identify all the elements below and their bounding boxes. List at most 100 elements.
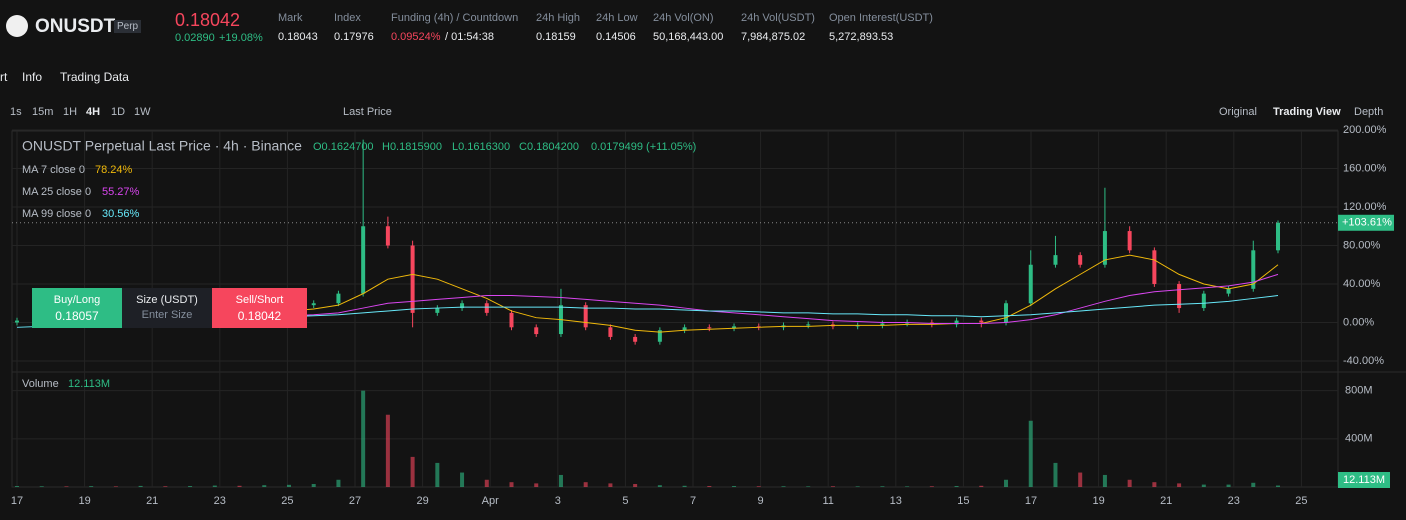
candle-body <box>509 312 514 328</box>
candle-body <box>385 226 390 246</box>
candle-body <box>732 326 737 329</box>
interval[interactable]: 1D <box>111 106 126 118</box>
x-tick-label: 15 <box>957 495 969 507</box>
volume-bar <box>830 486 835 487</box>
candle-body <box>1152 250 1157 284</box>
volume-bar <box>534 483 539 487</box>
sell-label: Sell/Short <box>235 294 284 306</box>
buy-label: Buy/Long <box>53 294 101 306</box>
buy-button[interactable]: Buy/Long 0.18057 <box>32 288 122 328</box>
volume-bar <box>460 472 465 487</box>
last-price-label: +103.61% <box>1342 217 1392 229</box>
volume-bar <box>336 479 341 487</box>
sell-button[interactable]: Sell/Short 0.18042 <box>212 288 307 328</box>
sell-price: 0.18042 <box>237 309 282 323</box>
buy-price: 0.18057 <box>55 309 99 323</box>
volume-bar <box>1201 484 1206 487</box>
stat-label: 24h Low <box>596 12 638 24</box>
change: 0.02890 <box>175 32 215 44</box>
stat-value: 0.14506 <box>596 31 636 43</box>
ma-label: MA 7 close 0 <box>22 164 85 176</box>
candle-body <box>1102 231 1107 265</box>
x-tick-label: 23 <box>1228 495 1240 507</box>
volume-bar <box>1078 472 1083 487</box>
stat-value: 0.09524% <box>391 31 441 43</box>
x-tick-label: 3 <box>555 495 561 507</box>
interval[interactable]: 1H <box>63 106 78 118</box>
view[interactable]: Depth <box>1354 106 1384 118</box>
ohlc-value: O0.1624700 <box>313 141 374 153</box>
volume-bar <box>781 486 786 487</box>
candle-body <box>534 327 539 335</box>
y-tick-label: 0.00% <box>1343 316 1374 328</box>
stat-label: Open Interest(USDT) <box>829 12 933 24</box>
candle-body <box>1028 264 1033 304</box>
x-tick-label: 25 <box>281 495 293 507</box>
ohlc-value: H0.1815900 <box>382 141 442 153</box>
volume-bar <box>855 486 860 487</box>
v-tick-label: 800M <box>1345 385 1373 397</box>
volume-bar <box>1152 482 1157 487</box>
ma-value: 78.24% <box>95 164 133 176</box>
interval[interactable]: 4H <box>86 106 101 118</box>
stat-extra: / 01:54:38 <box>445 31 494 43</box>
volume-bar <box>1251 482 1256 487</box>
volume-bar <box>1004 479 1009 487</box>
volume-bar <box>880 486 885 487</box>
volume-bar <box>806 486 811 487</box>
tab[interactable]: Trading Data <box>60 70 129 84</box>
volume-value: 12.113M <box>68 378 110 390</box>
x-tick-label: 19 <box>78 495 90 507</box>
volume-bar <box>929 486 934 487</box>
x-tick-label: 17 <box>1025 495 1037 507</box>
volume-bar <box>707 486 712 487</box>
volume-tag-label: 12.113M <box>1343 474 1385 486</box>
volume-bar <box>15 486 19 487</box>
badge: Perp <box>114 20 142 33</box>
size-label: Size (USDT) <box>136 294 198 306</box>
volume-bar <box>509 482 514 487</box>
stat-label: Funding (4h) / Countdown <box>391 12 519 24</box>
symbol[interactable]: ONUSDT <box>35 16 116 37</box>
candle-body <box>361 226 366 294</box>
candle-body <box>311 303 316 306</box>
tab[interactable]: rt <box>0 70 8 84</box>
candle-body <box>707 327 712 329</box>
view[interactable]: Original <box>1219 106 1257 118</box>
candle-body <box>583 305 588 328</box>
volume-bar <box>64 486 69 487</box>
pane-border <box>11 130 1339 488</box>
candle-body <box>1004 303 1009 323</box>
y-tick-label: 200.00% <box>1343 124 1387 136</box>
ma-value: 55.27% <box>102 186 140 198</box>
interval[interactable]: 1s <box>10 106 22 118</box>
ma-label: MA 25 close 0 <box>22 186 91 198</box>
x-tick-label: 29 <box>416 495 428 507</box>
candle-body <box>880 323 885 326</box>
view[interactable]: Trading View <box>1273 106 1341 118</box>
volume-bar <box>113 486 118 487</box>
ma-label: MA 99 close 0 <box>22 208 91 220</box>
candle-body <box>682 327 687 331</box>
v-tick-label: 400M <box>1345 433 1373 445</box>
size-input[interactable]: Size (USDT) Enter Size <box>122 288 212 328</box>
volume-bar <box>1127 479 1132 487</box>
x-tick-label: 27 <box>349 495 361 507</box>
ma-line <box>165 273 1279 324</box>
y-tick-label: 160.00% <box>1343 162 1387 174</box>
x-tick-label: 5 <box>622 495 628 507</box>
interval[interactable]: 15m <box>32 106 54 118</box>
interval[interactable]: 1W <box>134 106 151 118</box>
x-tick-label: 7 <box>690 495 696 507</box>
candle-body <box>15 320 19 323</box>
change-pct: +19.08% <box>219 32 263 44</box>
candle-body <box>1276 222 1280 251</box>
price-type[interactable]: Last Price <box>343 106 392 118</box>
volume-bar <box>237 485 242 487</box>
volume-bar <box>311 483 316 487</box>
candle-body <box>1251 250 1256 289</box>
volume-bar <box>286 484 291 487</box>
tab[interactable]: Info <box>22 70 43 84</box>
candle-body <box>1177 284 1182 309</box>
